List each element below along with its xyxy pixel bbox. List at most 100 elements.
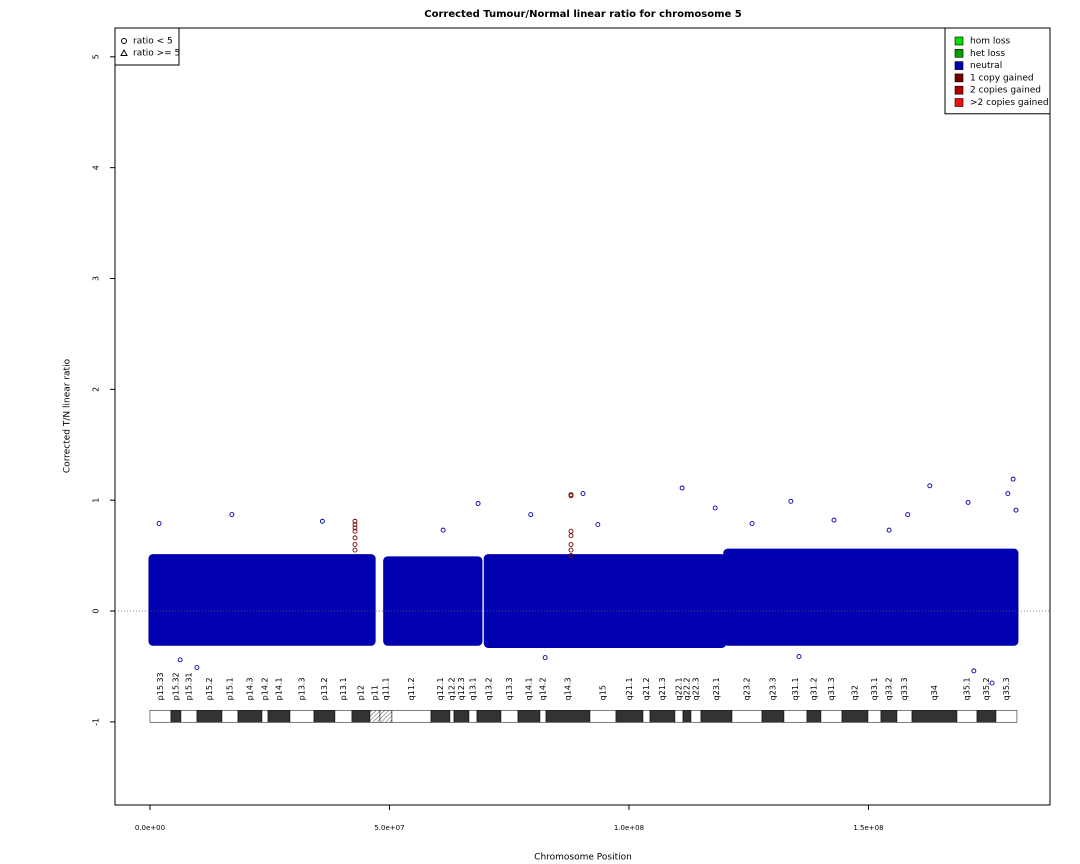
legend-label: ratio >= 5 (133, 49, 180, 59)
ideogram-band (911, 710, 958, 723)
point (905, 512, 911, 518)
point (831, 517, 837, 523)
point (352, 542, 358, 547)
legend-swatch (954, 61, 964, 70)
band-label: q21.2 (642, 677, 651, 700)
point (352, 522, 358, 528)
band-label: q21.1 (625, 677, 634, 700)
x-tick-label: 1.5e+08 (853, 824, 883, 832)
band-label: p15.31 (184, 672, 193, 700)
band-label: p14.1 (274, 677, 283, 700)
band-label: q31.2 (809, 677, 818, 700)
ideogram-band (180, 710, 198, 723)
band-label: q23.1 (712, 677, 721, 700)
band-label: q12.1 (436, 677, 445, 700)
legend-swatch (954, 36, 964, 46)
point (886, 527, 892, 533)
data-layer (148, 476, 1019, 686)
band-label: q15 (598, 685, 607, 700)
point (971, 668, 977, 674)
band-label: q23.2 (742, 677, 751, 700)
legend-symbol (120, 48, 128, 56)
band-label: q33.3 (900, 677, 909, 700)
chart-title: Corrected Tumour/Normal linear ratio for… (424, 9, 742, 20)
ideogram-band (334, 710, 353, 723)
legend-label: >2 copies gained (970, 98, 1049, 108)
band-label: p12 (356, 685, 365, 700)
band-label: p15.32 (171, 672, 180, 700)
y-tick-label: -1 (92, 718, 101, 726)
point (352, 528, 358, 534)
ideogram-band (267, 710, 291, 723)
point (1005, 491, 1011, 496)
band-label: q12.2 (447, 677, 456, 700)
ideogram-band (896, 710, 913, 723)
point (796, 654, 802, 659)
ideogram-band (783, 710, 808, 723)
point (568, 493, 574, 499)
point (989, 680, 995, 686)
ideogram-band (820, 710, 843, 723)
band-label: q32 (850, 685, 859, 700)
ideogram-band (642, 710, 651, 723)
legend-symbol (121, 38, 127, 44)
band-label: p11 (370, 685, 379, 700)
ideogram-band (449, 710, 455, 723)
ideogram-band (468, 710, 478, 723)
point (679, 485, 685, 491)
x-tick-label: 5.0e+07 (374, 824, 404, 832)
x-tick-label: 0.0e+00 (135, 824, 165, 832)
legend-swatch (954, 98, 964, 107)
point (542, 655, 548, 661)
band-label: q31.3 (827, 677, 836, 700)
ideogram-band (806, 710, 822, 723)
band-label: q12.3 (457, 677, 466, 700)
ideogram-band (391, 710, 432, 723)
y-tick-label: 2 (92, 387, 101, 392)
y-tick-label: 3 (92, 276, 101, 281)
point (568, 542, 574, 547)
ideogram-band (313, 710, 336, 723)
band-label: q13.1 (468, 677, 477, 700)
point (788, 498, 794, 504)
ideogram-band (731, 710, 763, 723)
band-label: q13.3 (505, 677, 514, 700)
dense-points (483, 554, 727, 648)
point (568, 528, 574, 534)
ideogram-band (674, 710, 684, 723)
band-label: p15.33 (156, 672, 165, 700)
point (528, 512, 534, 518)
legend-label: het loss (970, 49, 1005, 59)
point (229, 512, 235, 518)
band-label: q14.1 (524, 677, 533, 700)
band-label: q34 (930, 685, 939, 700)
ideogram-band (539, 710, 547, 723)
band-label: p13.2 (320, 677, 329, 700)
band-label: q22.1 (674, 677, 683, 700)
ideogram-band (500, 710, 519, 723)
band-label: p13.3 (297, 677, 306, 700)
band-label: p15.1 (225, 677, 234, 700)
ideogram-band (221, 710, 239, 723)
point (440, 527, 446, 533)
ideogram-band (589, 710, 617, 723)
ideogram-band (261, 710, 269, 723)
legend-swatch (954, 73, 964, 83)
point (568, 547, 574, 553)
legend-swatch (954, 85, 964, 95)
ideogram-band (289, 710, 315, 723)
ideogram-band (351, 710, 371, 723)
legend-swatch (954, 48, 964, 58)
legend-label: neutral (970, 61, 1002, 71)
ideogram-band (867, 710, 882, 723)
band-label: q13.2 (484, 677, 493, 700)
ideogram-band (149, 710, 172, 723)
ideogram-band (615, 710, 644, 723)
point (965, 499, 971, 505)
dense-points (148, 554, 376, 646)
ideogram-band (196, 710, 223, 723)
point (352, 525, 358, 531)
point (568, 553, 574, 559)
point (352, 547, 358, 553)
